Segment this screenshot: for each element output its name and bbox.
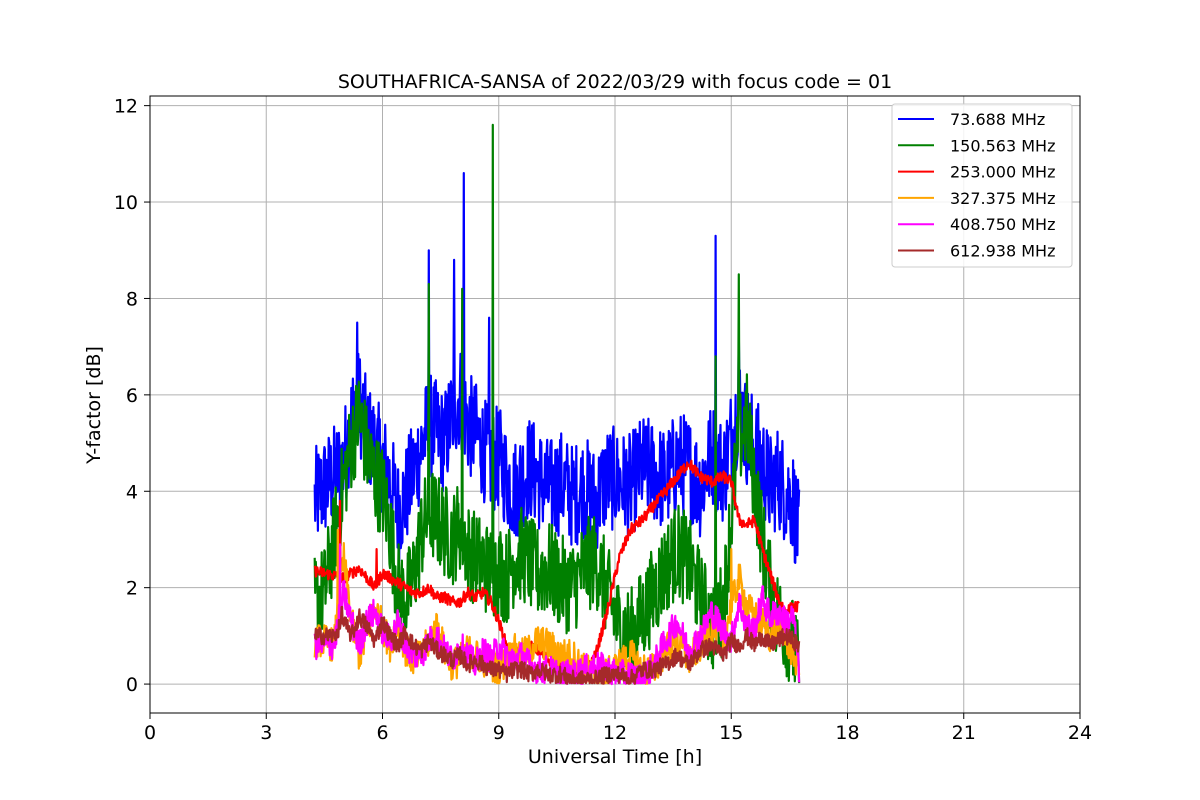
series-layer: [313, 123, 801, 686]
y-tick-label: 4: [126, 481, 138, 503]
y-tick-label: 12: [114, 96, 138, 118]
legend-label: 253.000 MHz: [950, 163, 1055, 182]
y-axis-label: Y-factor [dB]: [83, 346, 105, 465]
x-tick-label: 15: [719, 722, 743, 744]
y-axis: 0 2 4 6 8 10 12: [114, 96, 150, 696]
y-tick-label: 6: [126, 385, 138, 407]
legend: 73.688 MHz 150.563 MHz 253.000 MHz 327.375 …: [891, 103, 1073, 268]
legend-label: 150.563 MHz: [950, 136, 1055, 155]
x-tick-label: 24: [1068, 722, 1092, 744]
series-line-1: [313, 172, 801, 564]
x-tick-label: 9: [493, 722, 505, 744]
legend-label: 73.688 MHz: [950, 110, 1045, 129]
legend-box: [891, 103, 1073, 268]
legend-label: 408.750 MHz: [950, 215, 1055, 234]
x-tick-label: 6: [376, 722, 388, 744]
chart-title: SOUTHAFRICA-SANSA of 2022/03/29 with foc…: [338, 71, 892, 93]
y-tick-label: 0: [126, 674, 138, 696]
x-tick-label: 0: [144, 722, 156, 744]
series-line-2: [313, 123, 801, 684]
x-tick-label: 21: [952, 722, 976, 744]
series-line-6: [314, 605, 801, 685]
x-axis: 0 3 6 9 12 15 18 21 24: [144, 713, 1092, 744]
series-line-5: [313, 543, 801, 686]
x-tick-label: 3: [260, 722, 272, 744]
y-tick-label: 2: [126, 578, 138, 600]
legend-label: 612.938 MHz: [950, 242, 1055, 261]
x-tick-label: 18: [835, 722, 859, 744]
x-tick-label: 12: [603, 722, 627, 744]
x-axis-label: Universal Time [h]: [528, 746, 702, 768]
y-tick-label: 10: [114, 192, 138, 214]
y-tick-label: 8: [126, 288, 138, 310]
legend-label: 327.375 MHz: [950, 189, 1055, 208]
